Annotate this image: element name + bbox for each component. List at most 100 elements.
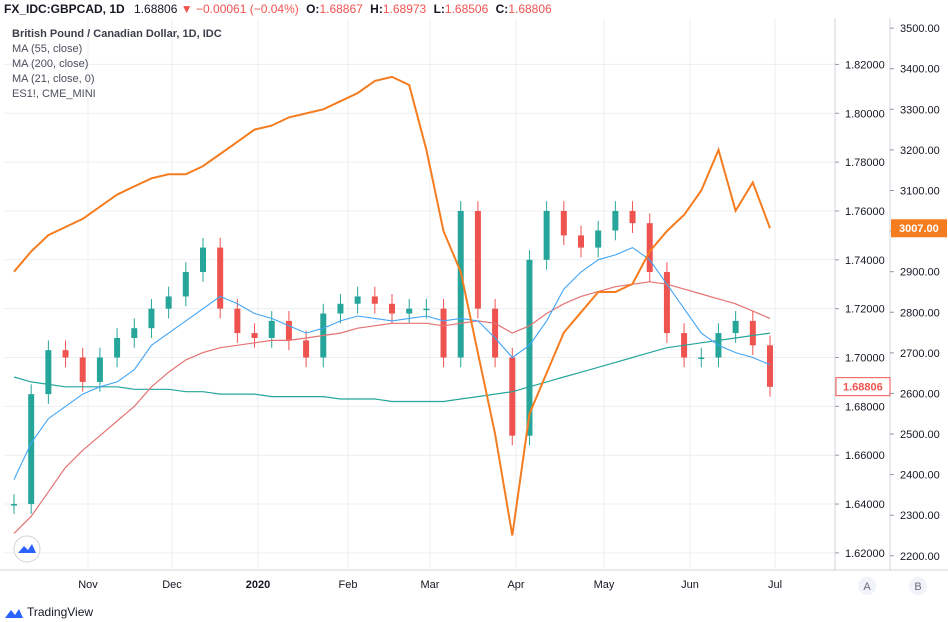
symbol-bar: FX_IDC:GBPCAD, 1D 1.68806 ▼ −0.00061 (−0… — [0, 0, 948, 18]
candle-body — [165, 296, 172, 309]
y-left-tick-label: 1.80000 — [845, 108, 885, 120]
open-value: 1.68867 — [319, 2, 363, 16]
candle-body — [698, 357, 705, 360]
brand-text: TradingView — [27, 605, 94, 619]
ma21-line — [13, 246, 771, 480]
y-right-tick-label: 2900.00 — [900, 267, 940, 279]
candle-body — [251, 333, 258, 338]
candle-body — [131, 328, 138, 338]
last-price: 1.68806 — [134, 2, 178, 16]
y-left-tick-label: 1.66000 — [845, 450, 885, 462]
y-right-tick-label: 2600.00 — [900, 388, 940, 400]
y-right-tick-label: 2300.00 — [900, 510, 940, 522]
x-tick-label: Apr — [507, 579, 524, 591]
candle-body — [646, 223, 653, 273]
y-left-tick-label: 1.72000 — [845, 304, 885, 316]
y-left-tick-label: 1.74000 — [845, 255, 885, 267]
axis-b-button — [909, 577, 927, 595]
candle-body — [234, 308, 241, 334]
candle-body — [509, 357, 516, 436]
es1-value-badge-text: 3007.00 — [899, 223, 939, 235]
y-right-tick-label: 2800.00 — [900, 307, 940, 319]
candle-body — [217, 247, 224, 309]
axis-a-label: A — [863, 581, 871, 593]
tradingview-watermark-mark — [18, 544, 36, 553]
y-left-tick-label: 1.70000 — [845, 353, 885, 365]
tradingview-brand[interactable]: TradingView — [4, 604, 93, 620]
candle-body — [200, 247, 206, 273]
candle-body — [114, 337, 121, 358]
ma200-line — [13, 332, 771, 403]
y-right-tick-label: 2400.00 — [900, 470, 940, 482]
last-price-badge-text: 1.68806 — [843, 382, 883, 394]
y-right-tick-label: 3400.00 — [900, 64, 940, 76]
legend-es1[interactable]: ES1!, CME_MINI — [12, 88, 96, 100]
candle-body — [492, 308, 499, 358]
x-tick-label: Feb — [339, 579, 358, 591]
candle-body — [440, 308, 447, 358]
candle-body — [354, 296, 361, 304]
y-right-tick-label: 2700.00 — [900, 348, 940, 360]
legend-ma55[interactable]: MA (55, close) — [12, 43, 83, 55]
candle-body — [45, 350, 52, 395]
axis-a-button — [858, 577, 876, 595]
symbol-name[interactable]: FX_IDC:GBPCAD, 1D — [4, 2, 125, 16]
chart-background — [0, 18, 948, 602]
candle-body — [62, 350, 69, 358]
y-left-tick-label: 1.78000 — [845, 157, 885, 169]
candle-body — [595, 230, 602, 248]
tradingview-logo-icon — [5, 608, 23, 618]
y-left-tick-label: 1.64000 — [845, 499, 885, 511]
y-right-tick-label: 2500.00 — [900, 429, 940, 441]
price-chart[interactable]: 1.62000 1.64000 1.66000 1.68000 1.70000 1.720… — [0, 18, 948, 602]
x-tick-label: Jun — [681, 579, 699, 591]
low-value: 1.68506 — [444, 2, 489, 16]
candle-body — [28, 394, 35, 505]
y-left-tick-label: 1.68000 — [845, 401, 885, 413]
candle-body — [457, 210, 464, 358]
close-value: 1.68806 — [508, 2, 552, 16]
candle-body — [560, 210, 567, 236]
candle-body — [474, 210, 481, 309]
y-right-tick-label: 3300.00 — [900, 104, 940, 116]
es1-line — [13, 75, 771, 536]
candle-body — [732, 320, 739, 334]
y-left-tick-label: 1.62000 — [845, 548, 885, 560]
candle-body — [767, 345, 773, 387]
x-tick-label: Dec — [162, 579, 182, 591]
candle-body — [371, 296, 378, 304]
price-change: −0.00061 (−0.04%) — [196, 2, 299, 16]
x-tick-label: Jul — [768, 579, 782, 591]
candle-body — [148, 308, 155, 329]
candle-body — [578, 235, 584, 248]
candle-body — [629, 210, 636, 224]
y-right-tick-label: 3500.00 — [900, 23, 940, 35]
candle-body — [749, 320, 756, 346]
candle-body — [96, 357, 103, 382]
down-arrow-icon: ▼ — [180, 2, 193, 16]
high-value: 1.68973 — [382, 2, 427, 16]
y-right-tick-label: 3100.00 — [900, 186, 940, 198]
candle-body — [423, 308, 430, 311]
candle-body — [663, 272, 670, 334]
candle-body — [526, 259, 533, 436]
legend-ma200[interactable]: MA (200, close) — [12, 58, 89, 70]
candle-body — [182, 272, 189, 297]
ma55-line — [13, 281, 771, 534]
close-label: C: — [495, 2, 509, 16]
y-left-tick-label: 1.82000 — [845, 59, 885, 71]
candle-body — [285, 320, 292, 341]
x-tick-label: Mar — [421, 579, 440, 591]
candle-body — [406, 308, 413, 314]
es1-value-badge — [891, 219, 947, 238]
high-label: H: — [370, 2, 383, 16]
x-tick-label: May — [594, 579, 615, 591]
open-label: O: — [306, 2, 320, 16]
candle-body — [268, 320, 275, 338]
legend-title[interactable]: British Pound / Canadian Dollar, 1D, IDC — [12, 28, 222, 40]
y-right-tick-label: 3200.00 — [900, 145, 940, 157]
candle-body — [11, 504, 17, 506]
candle-body — [543, 210, 550, 260]
legend-ma21[interactable]: MA (21, close, 0) — [12, 73, 95, 85]
last-price-badge — [835, 377, 891, 397]
